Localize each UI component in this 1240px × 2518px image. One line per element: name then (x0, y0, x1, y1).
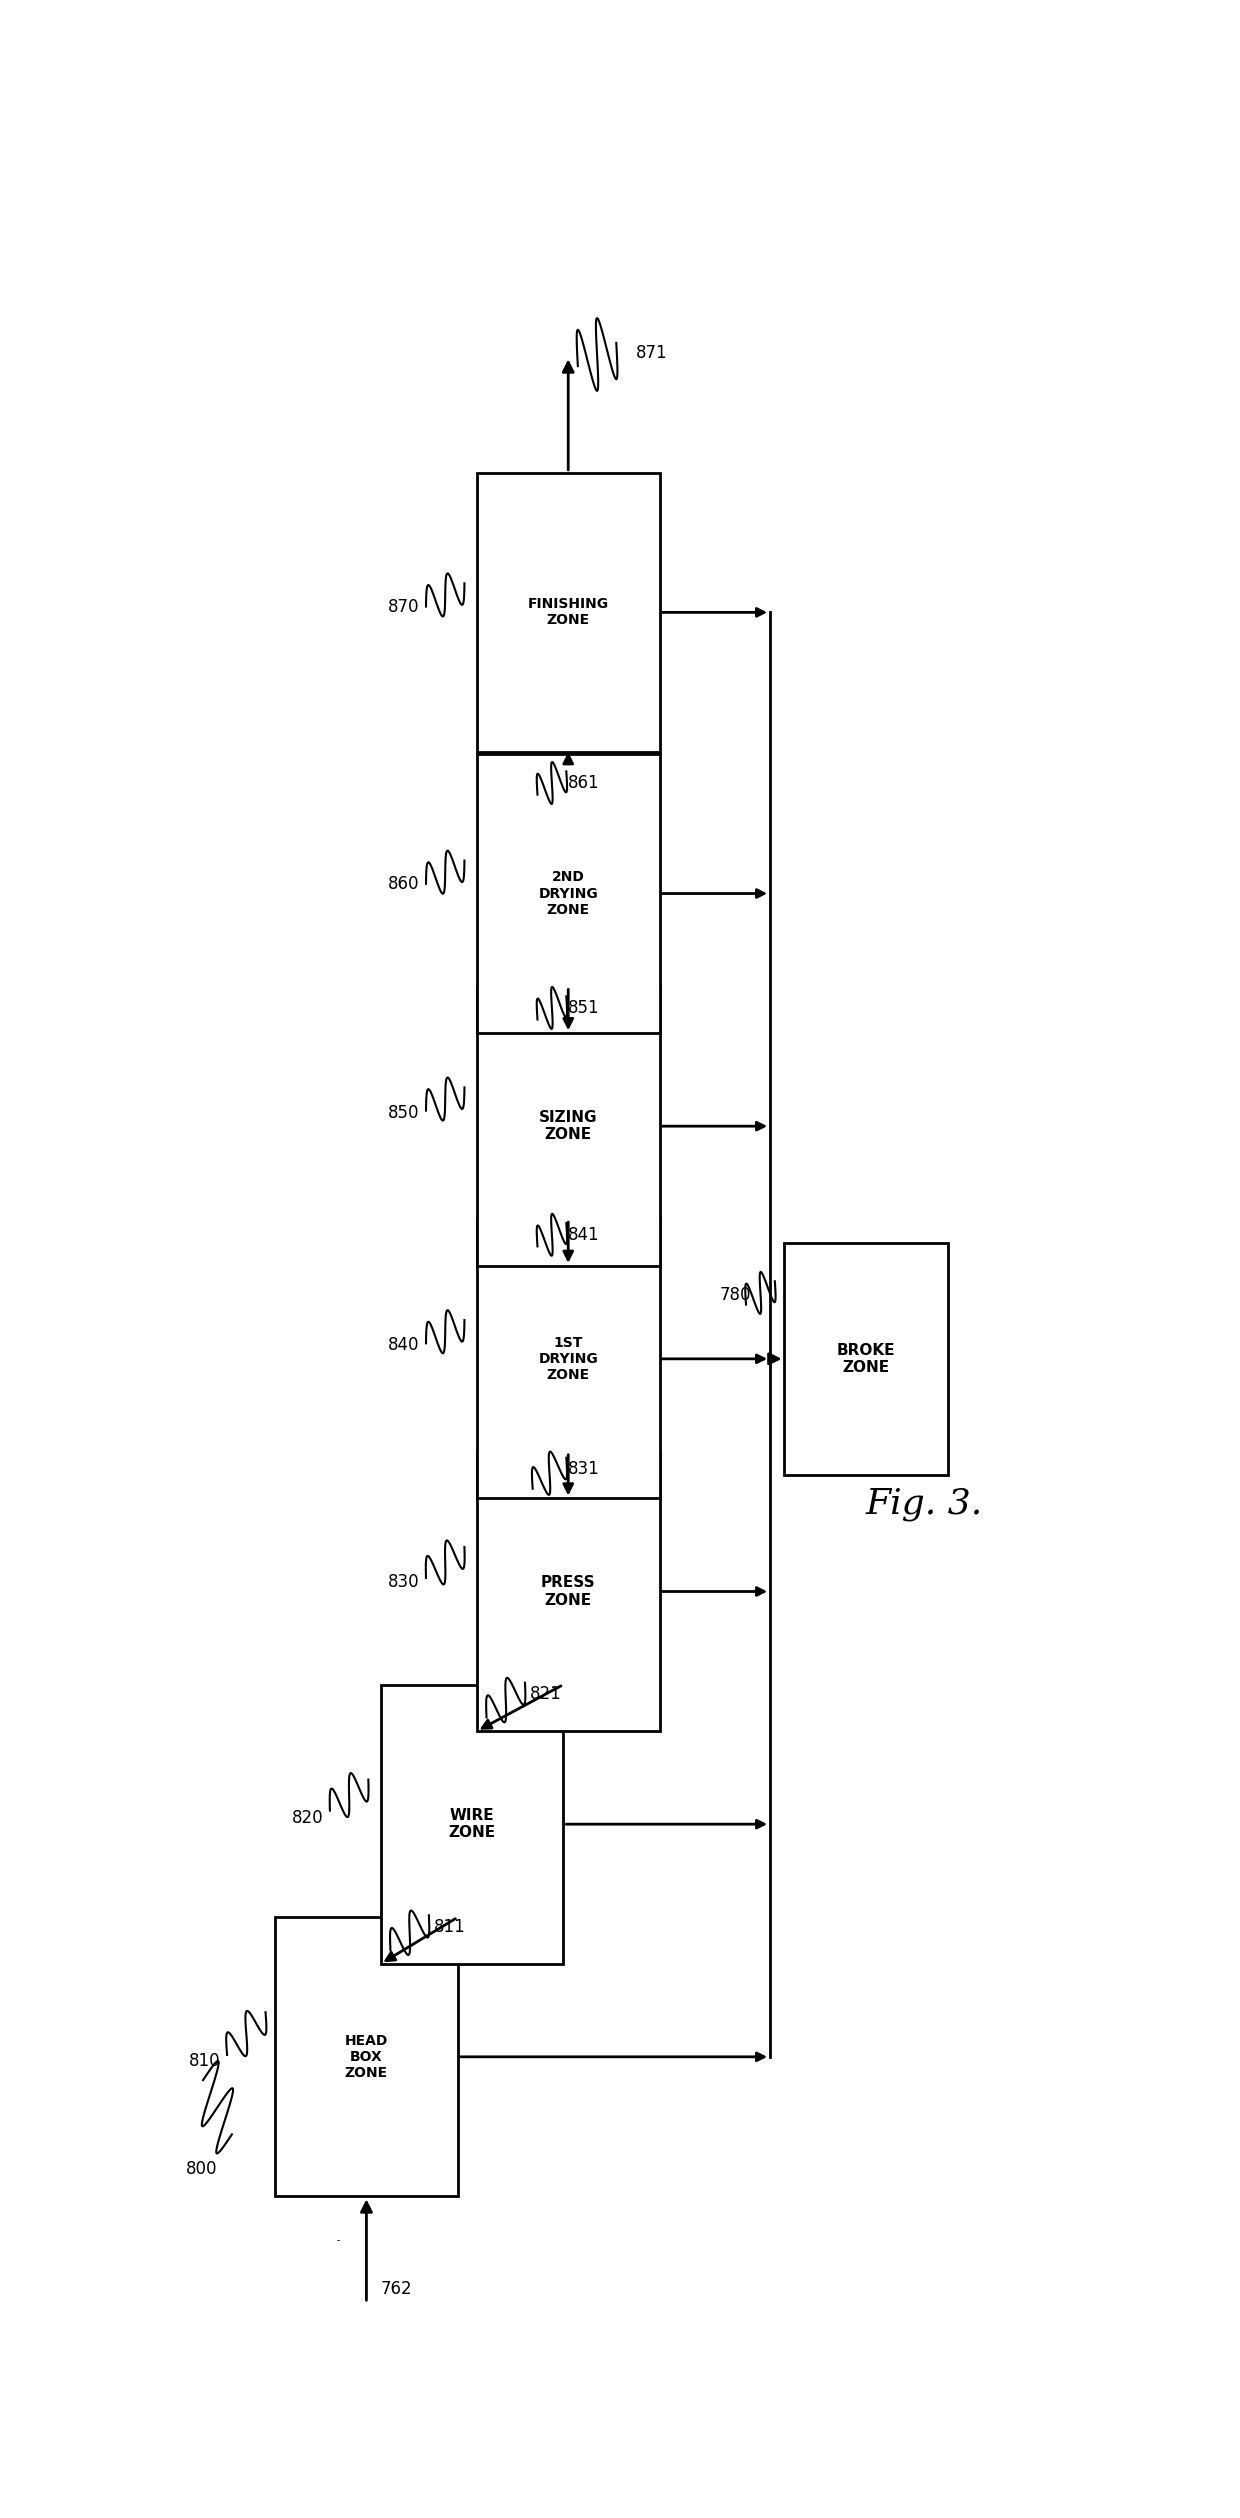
Text: 810: 810 (188, 2052, 221, 2070)
Bar (275, 1916, 458, 2196)
Text: Fig. 3.: Fig. 3. (866, 1488, 982, 1521)
Text: 870: 870 (388, 597, 419, 614)
Bar (477, 1219, 660, 1498)
Text: 841: 841 (568, 1226, 600, 1244)
Text: PRESS
ZONE: PRESS ZONE (541, 1576, 595, 1606)
Text: 840: 840 (388, 1337, 419, 1355)
Text: 811: 811 (434, 1919, 465, 1936)
Text: 850: 850 (388, 1103, 419, 1121)
Text: 762: 762 (381, 2281, 413, 2299)
Text: 851: 851 (568, 1000, 600, 1017)
Bar (477, 987, 660, 1267)
Text: WIRE
ZONE: WIRE ZONE (449, 1808, 496, 1841)
Text: 831: 831 (568, 1460, 600, 1478)
Text: 830: 830 (388, 1574, 419, 1591)
Text: 820: 820 (291, 1810, 324, 1828)
Text: 821: 821 (529, 1685, 562, 1702)
Text: 800: 800 (185, 2160, 217, 2178)
Text: FINISHING
ZONE: FINISHING ZONE (528, 597, 609, 627)
Text: SIZING
ZONE: SIZING ZONE (539, 1110, 598, 1143)
Bar (477, 753, 660, 1032)
Bar (477, 1453, 660, 1730)
Text: 2ND
DRYING
ZONE: 2ND DRYING ZONE (538, 871, 598, 917)
Text: BROKE
ZONE: BROKE ZONE (837, 1342, 895, 1375)
Text: 780: 780 (719, 1287, 751, 1304)
Text: 1ST
DRYING
ZONE: 1ST DRYING ZONE (538, 1335, 598, 1382)
Bar (785, 1241, 947, 1476)
Text: HEAD
BOX
ZONE: HEAD BOX ZONE (345, 2035, 388, 2080)
Text: 871: 871 (635, 342, 667, 363)
Bar (381, 1685, 563, 1964)
Text: 860: 860 (388, 874, 419, 894)
Text: 861: 861 (568, 773, 600, 793)
Bar (477, 473, 660, 753)
